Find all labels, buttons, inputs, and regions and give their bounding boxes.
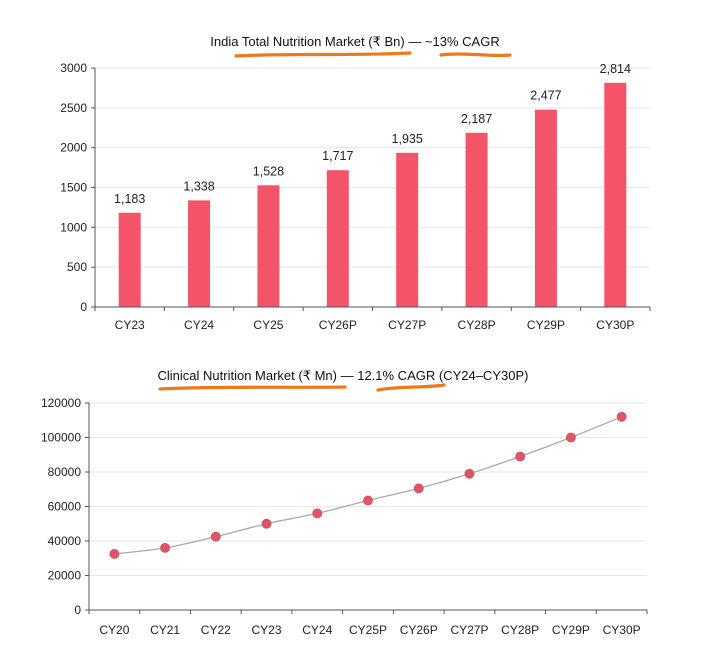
data-point xyxy=(210,531,221,542)
x-axis: CY20 CY21 CY22 CY23 CY24 CY25P CY26P CY27P CY28P… xyxy=(88,609,648,637)
bar xyxy=(396,152,419,307)
title-underline-highlight xyxy=(158,385,347,391)
y-tick-label: 0 xyxy=(74,603,81,617)
y-tick-label: 2000 xyxy=(60,141,87,155)
y-tick-label: 3000 xyxy=(60,61,87,75)
y-tick-label: 20000 xyxy=(48,569,82,583)
bar xyxy=(257,185,280,307)
cagr-underline-highlight xyxy=(376,383,446,392)
y-tick-label: 60000 xyxy=(48,500,82,514)
x-tick-label: CY21 xyxy=(150,623,180,637)
y-axis: 0 500 1000 1500 2000 2500 3000 xyxy=(60,61,96,314)
chart-title-clinical-nutrition: Clinical Nutrition Market (₹ Mn) — 12.1%… xyxy=(158,368,529,383)
y-tick-label: 0 xyxy=(80,300,87,314)
x-tick-label: CY30P xyxy=(596,318,634,332)
y-tick-label: 1000 xyxy=(60,220,87,234)
x-axis: CY23 CY24 CY25 CY26P CY27P CY28P CY29P CY30P xyxy=(94,306,651,332)
x-tick-label: CY24 xyxy=(184,318,214,332)
bar xyxy=(604,82,627,308)
bar xyxy=(118,212,141,307)
data-point xyxy=(312,508,323,519)
data-label: 1,717 xyxy=(322,149,353,163)
data-label: 1,935 xyxy=(392,132,423,146)
x-tick-label: CY22 xyxy=(201,623,231,637)
y-axis: 0 20000 40000 60000 80000 100000 120000 xyxy=(41,396,90,617)
data-point xyxy=(566,432,576,443)
x-tick-label: CY25 xyxy=(253,318,283,332)
data-label: 2,814 xyxy=(600,62,631,76)
data-point xyxy=(464,468,475,479)
x-tick-label: CY23 xyxy=(115,318,145,332)
data-point xyxy=(160,543,170,553)
gridlines xyxy=(89,402,647,576)
y-tick-label: 40000 xyxy=(48,534,82,548)
bars: 1,183 1,338 1,528 1,717 1,935 2,187 2,477 2,814 xyxy=(114,62,631,308)
series xyxy=(109,411,627,559)
y-tick-label: 2500 xyxy=(60,101,87,115)
bar xyxy=(465,132,488,307)
x-tick-label: CY24 xyxy=(302,623,332,637)
x-tick-label: CY30P xyxy=(603,623,641,637)
y-tick-label: 1500 xyxy=(60,181,87,195)
data-label: 1,528 xyxy=(253,164,284,178)
x-tick-label: CY28P xyxy=(458,318,496,332)
x-tick-label: CY25P xyxy=(349,623,387,637)
x-tick-label: CY29P xyxy=(527,318,565,332)
x-tick-label: CY23 xyxy=(252,623,282,637)
bar xyxy=(188,200,211,307)
x-tick-label: CY29P xyxy=(552,623,590,637)
y-tick-label: 500 xyxy=(67,260,87,274)
y-tick-label: 100000 xyxy=(41,431,81,445)
x-tick-label: CY27P xyxy=(450,623,488,637)
y-tick-label: 120000 xyxy=(41,396,81,410)
bar xyxy=(326,170,349,307)
y-tick-label: 80000 xyxy=(48,465,82,479)
gridlines xyxy=(95,67,650,268)
data-point xyxy=(616,411,627,422)
data-label: 2,477 xyxy=(530,89,561,103)
x-tick-label: CY28P xyxy=(501,623,539,637)
bar xyxy=(534,109,557,307)
x-tick-label: CY26P xyxy=(400,623,438,637)
data-point xyxy=(363,495,373,506)
data-point xyxy=(261,518,272,529)
data-label: 2,187 xyxy=(461,112,492,126)
cagr-underline-highlight xyxy=(439,52,512,58)
data-point xyxy=(109,549,120,559)
chart-title-total-nutrition: India Total Nutrition Market (₹ Bn) — ~1… xyxy=(210,34,499,49)
data-point xyxy=(413,483,424,494)
x-tick-label: CY20 xyxy=(99,623,129,637)
title-underline-highlight xyxy=(234,51,412,58)
data-point xyxy=(515,451,526,462)
x-tick-label: CY27P xyxy=(388,318,426,332)
data-label: 1,183 xyxy=(114,192,145,206)
data-label: 1,338 xyxy=(183,179,214,193)
x-tick-label: CY26P xyxy=(319,318,357,332)
total-nutrition-bar-chart: India Total Nutrition Market (₹ Bn) — ~1… xyxy=(60,34,651,332)
clinical-nutrition-line-chart: Clinical Nutrition Market (₹ Mn) — 12.1%… xyxy=(41,368,648,637)
